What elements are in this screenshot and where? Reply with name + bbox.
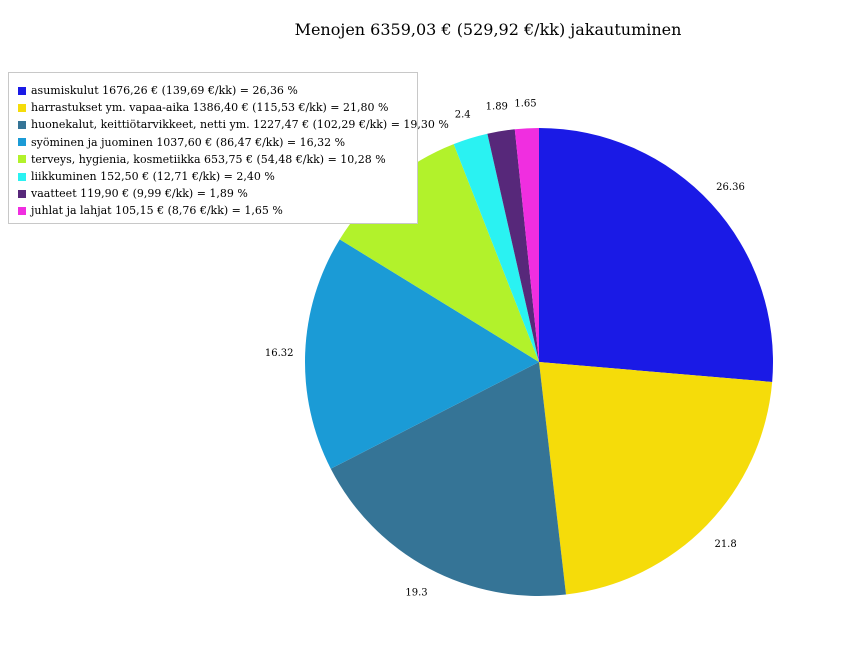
pie-slice-6 bbox=[453, 133, 539, 362]
legend-swatch bbox=[18, 189, 26, 198]
pie-slice-2 bbox=[539, 362, 773, 595]
legend-swatch bbox=[18, 155, 26, 164]
legend-label: harrastukset ym. vapaa-aika 1386,40 € (1… bbox=[31, 101, 389, 115]
pie-slice-7 bbox=[487, 129, 539, 362]
legend-item-3: huonekalut, keittiötarvikkeet, netti ym.… bbox=[18, 116, 449, 133]
legend-label: juhlat ja lahjat 105,15 € (8,76 €/kk) = … bbox=[31, 204, 283, 218]
legend-label: huonekalut, keittiötarvikkeet, netti ym.… bbox=[31, 118, 449, 132]
legend-swatch bbox=[18, 86, 26, 95]
legend-swatch bbox=[18, 103, 26, 112]
slice-label-8: 1.65 bbox=[514, 98, 536, 109]
legend-label: vaatteet 119,90 € (9,99 €/kk) = 1,89 % bbox=[31, 187, 248, 201]
pie-slices bbox=[304, 128, 774, 597]
legend-swatch bbox=[18, 120, 26, 129]
slice-label-2: 21.8 bbox=[714, 539, 736, 550]
slice-label-3: 19.3 bbox=[405, 587, 427, 598]
pie-slice-4 bbox=[304, 239, 539, 469]
chart-title: Menojen 6359,03 € (529,92 €/kk) jakautum… bbox=[294, 20, 682, 39]
legend-item-6: liikkuminen 152,50 € (12,71 €/kk) = 2,40… bbox=[18, 168, 417, 185]
legend-item-8: juhlat ja lahjat 105,15 € (8,76 €/kk) = … bbox=[18, 202, 417, 219]
legend-label: liikkuminen 152,50 € (12,71 €/kk) = 2,40… bbox=[31, 170, 275, 184]
legend-swatch bbox=[18, 172, 26, 181]
legend-item-7: vaatteet 119,90 € (9,99 €/kk) = 1,89 % bbox=[18, 185, 417, 202]
legend-item-5: terveys, hygienia, kosmetiikka 653,75 € … bbox=[18, 151, 417, 168]
legend-item-2: harrastukset ym. vapaa-aika 1386,40 € (1… bbox=[18, 99, 417, 116]
slice-label-1: 26.36 bbox=[716, 182, 745, 193]
legend-item-4: syöminen ja juominen 1037,60 € (86,47 €/… bbox=[18, 134, 417, 151]
slice-label-6: 2.4 bbox=[455, 109, 471, 120]
legend-swatch bbox=[18, 206, 26, 215]
pie-slice-8 bbox=[514, 128, 539, 362]
legend-swatch bbox=[18, 138, 26, 147]
slice-label-4: 16.32 bbox=[265, 348, 294, 359]
pie-slice-1 bbox=[539, 128, 774, 382]
legend-label: terveys, hygienia, kosmetiikka 653,75 € … bbox=[31, 152, 386, 166]
legend-item-1: asumiskulut 1676,26 € (139,69 €/kk) = 26… bbox=[18, 82, 417, 99]
legend-label: asumiskulut 1676,26 € (139,69 €/kk) = 26… bbox=[31, 84, 298, 98]
legend-label: syöminen ja juominen 1037,60 € (86,47 €/… bbox=[31, 135, 346, 149]
chart-legend: asumiskulut 1676,26 € (139,69 €/kk) = 26… bbox=[8, 72, 449, 224]
pie-slice-3 bbox=[330, 362, 566, 597]
slice-label-7: 1.89 bbox=[486, 101, 508, 112]
